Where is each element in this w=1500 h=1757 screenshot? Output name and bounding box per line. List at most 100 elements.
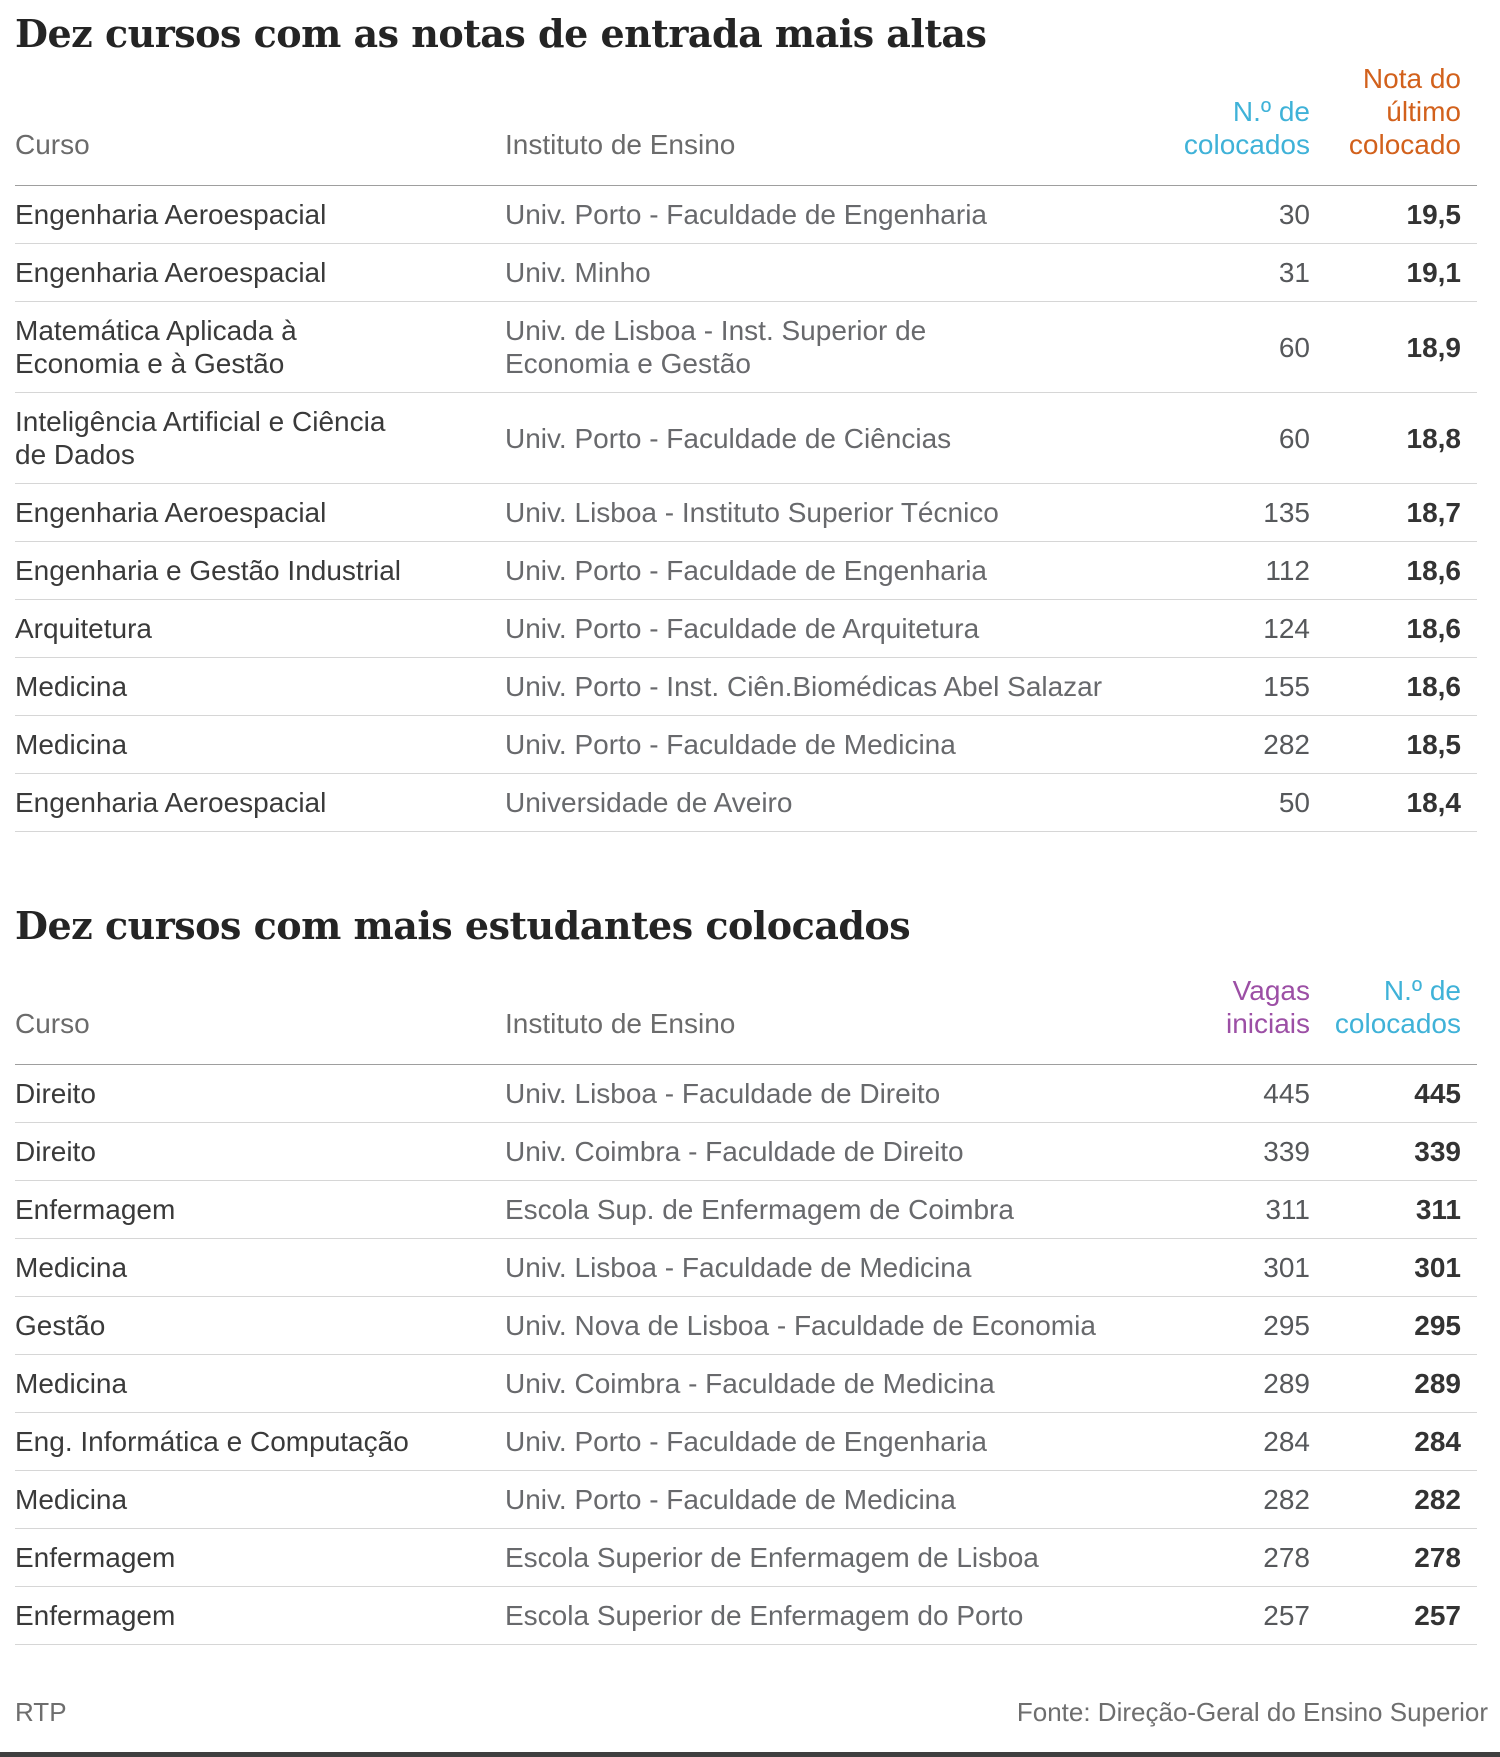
- institution-cell: Univ. Minho: [505, 257, 651, 288]
- count-cell: 124: [1263, 613, 1310, 644]
- value-cell: 284: [1414, 1426, 1461, 1457]
- table2-title: Dez cursos com mais estudantes colocados: [15, 903, 911, 948]
- course-cell: Engenharia Aeroespacial: [15, 497, 327, 528]
- value-cell: 289: [1414, 1368, 1461, 1399]
- table-row: Engenharia Aeroespacial Universidade de A…: [15, 774, 1477, 832]
- count-cell: 30: [1278, 199, 1310, 230]
- count-cell: 31: [1278, 257, 1310, 288]
- table-row: Enfermagem Escola Superior de Enfermagem …: [15, 1587, 1477, 1645]
- value-cell: 18,6: [1406, 555, 1462, 586]
- institution-cell: Univ. Porto - Faculdade de Medicina: [505, 729, 956, 760]
- institution-cell: Univ. Porto - Faculdade de Engenharia: [505, 555, 987, 586]
- institution-cell: Univ. Nova de Lisboa - Faculdade de Econ…: [505, 1310, 1096, 1341]
- value-cell: 278: [1414, 1542, 1461, 1573]
- institution-cell: Univ. Lisboa - Faculdade de Direito: [505, 1078, 941, 1109]
- institution-cell: Univ. Porto - Faculdade de Engenharia: [505, 1426, 987, 1457]
- course-cell: Gestão: [15, 1310, 106, 1341]
- count-cell: 50: [1278, 787, 1310, 818]
- course-cell: Eng. Informática e Computação: [15, 1426, 409, 1457]
- column-header-vagas-iniciais: Vagas iniciais: [1225, 975, 1310, 1039]
- course-cell: Engenharia Aeroespacial: [15, 787, 327, 818]
- course-cell: Direito: [15, 1136, 96, 1167]
- value-cell: 18,5: [1406, 729, 1462, 760]
- source-label: Fonte: Direção-Geral do Ensino Superior: [1016, 1697, 1488, 1727]
- column-header-colocados: N.º de colocados: [1183, 96, 1310, 160]
- table-row: Enfermagem Escola Superior de Enfermagem …: [15, 1529, 1477, 1587]
- brand-label: RTP: [15, 1697, 67, 1727]
- institution-cell: Universidade de Aveiro: [505, 787, 793, 818]
- table-row: Gestão Univ. Nova de Lisboa - Faculdade d…: [15, 1297, 1477, 1355]
- table1-body: Engenharia Aeroespacial Univ. Porto - Fac…: [15, 186, 1477, 832]
- course-cell: Enfermagem: [15, 1542, 176, 1573]
- course-cell: Engenharia e Gestão Industrial: [15, 555, 402, 586]
- value-cell: 18,9: [1406, 331, 1462, 363]
- count-cell: 135: [1263, 497, 1310, 528]
- table-row: Eng. Informática e Computação Univ. Porto…: [15, 1413, 1477, 1471]
- table-row: Medicina Univ. Coimbra - Faculdade de Med…: [15, 1355, 1477, 1413]
- value-cell: 445: [1414, 1078, 1461, 1109]
- institution-cell: Univ. de Lisboa - Inst. Superior de Econ…: [505, 315, 927, 379]
- institution-cell: Escola Sup. de Enfermagem de Coimbra: [505, 1194, 1014, 1225]
- count-cell: 60: [1278, 422, 1310, 454]
- institution-cell: Univ. Coimbra - Faculdade de Medicina: [505, 1368, 995, 1399]
- footer: RTP Fonte: Direção-Geral do Ensino Super…: [0, 1697, 1500, 1728]
- count-cell: 445: [1263, 1078, 1310, 1109]
- table-row: Medicina Univ. Lisboa - Faculdade de Medi…: [15, 1239, 1477, 1297]
- count-cell: 289: [1263, 1368, 1310, 1399]
- institution-cell: Univ. Porto - Faculdade de Ciências: [505, 422, 952, 454]
- column-header-colocados: N.º de colocados: [1334, 975, 1461, 1039]
- institution-cell: Univ. Porto - Faculdade de Arquitetura: [505, 613, 980, 644]
- count-cell: 112: [1265, 555, 1310, 586]
- course-cell: Direito: [15, 1078, 96, 1109]
- value-cell: 19,1: [1406, 257, 1462, 288]
- column-header-curso: Curso: [15, 1008, 90, 1039]
- institution-cell: Escola Superior de Enfermagem de Lisboa: [505, 1542, 1039, 1573]
- course-cell: Inteligência Artificial e Ciência de Dad…: [15, 406, 386, 470]
- count-cell: 311: [1265, 1194, 1310, 1225]
- course-cell: Matemática Aplicada à Economia e à Gestã…: [15, 315, 297, 379]
- institution-cell: Univ. Lisboa - Faculdade de Medicina: [505, 1252, 972, 1283]
- table-row: Arquitetura Univ. Porto - Faculdade de Ar…: [15, 600, 1477, 658]
- institution-cell: Univ. Porto - Faculdade de Engenharia: [505, 199, 987, 230]
- table1-title: Dez cursos com as notas de entrada mais …: [15, 11, 987, 56]
- value-cell: 18,4: [1406, 787, 1462, 818]
- value-cell: 18,7: [1406, 497, 1462, 528]
- table-row: Direito Univ. Lisboa - Faculdade de Direi…: [15, 1065, 1477, 1123]
- count-cell: 60: [1278, 331, 1310, 363]
- table-row: Engenharia Aeroespacial Univ. Minho 31 19,1: [15, 244, 1477, 302]
- count-cell: 301: [1263, 1252, 1310, 1283]
- table-row: Medicina Univ. Porto - Inst. Ciên.Biomédi…: [15, 658, 1477, 716]
- table-row: Enfermagem Escola Sup. de Enfermagem de C…: [15, 1181, 1477, 1239]
- course-cell: Medicina: [15, 1368, 128, 1399]
- table2-body: Direito Univ. Lisboa - Faculdade de Direi…: [15, 1065, 1477, 1645]
- count-cell: 257: [1263, 1600, 1310, 1631]
- count-cell: 155: [1263, 671, 1310, 702]
- value-cell: 282: [1414, 1484, 1461, 1515]
- count-cell: 278: [1263, 1542, 1310, 1573]
- course-cell: Engenharia Aeroespacial: [15, 257, 327, 288]
- column-header-nota-ultimo-colocado: Nota do último colocado: [1348, 63, 1461, 160]
- table-row: Engenharia Aeroespacial Univ. Porto - Fac…: [15, 186, 1477, 244]
- course-cell: Medicina: [15, 1484, 128, 1515]
- course-cell: Enfermagem: [15, 1600, 176, 1631]
- bottom-bar: [0, 1752, 1500, 1757]
- table-row: Engenharia e Gestão Industrial Univ. Port…: [15, 542, 1477, 600]
- course-cell: Engenharia Aeroespacial: [15, 199, 327, 230]
- table-row: Medicina Univ. Porto - Faculdade de Medic…: [15, 1471, 1477, 1529]
- institution-cell: Univ. Porto - Faculdade de Medicina: [505, 1484, 956, 1515]
- column-header-instituto: Instituto de Ensino: [505, 1008, 736, 1039]
- count-cell: 295: [1263, 1310, 1310, 1341]
- course-cell: Arquitetura: [15, 613, 152, 644]
- table-row: Matemática Aplicada à Economia e à Gestã…: [15, 302, 1477, 393]
- value-cell: 19,5: [1406, 199, 1462, 230]
- course-cell: Enfermagem: [15, 1194, 176, 1225]
- course-cell: Medicina: [15, 1252, 128, 1283]
- table-row: Inteligência Artificial e Ciência de Dad…: [15, 393, 1477, 484]
- course-cell: Medicina: [15, 671, 128, 702]
- institution-cell: Univ. Porto - Inst. Ciên.Biomédicas Abel…: [505, 671, 1103, 702]
- institution-cell: Univ. Lisboa - Instituto Superior Técnic…: [505, 497, 999, 528]
- column-header-instituto: Instituto de Ensino: [505, 129, 736, 160]
- count-cell: 282: [1263, 1484, 1310, 1515]
- value-cell: 301: [1414, 1252, 1461, 1283]
